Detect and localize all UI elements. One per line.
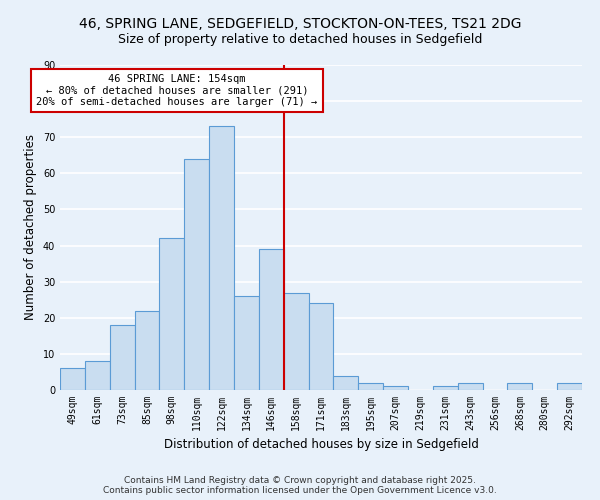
- X-axis label: Distribution of detached houses by size in Sedgefield: Distribution of detached houses by size …: [164, 438, 478, 452]
- Bar: [508, 383, 532, 390]
- Text: Size of property relative to detached houses in Sedgefield: Size of property relative to detached ho…: [118, 32, 482, 46]
- Bar: [383, 386, 408, 390]
- Bar: [557, 383, 582, 390]
- Bar: [85, 361, 110, 390]
- Bar: [334, 376, 358, 390]
- Text: 46 SPRING LANE: 154sqm
← 80% of detached houses are smaller (291)
20% of semi-de: 46 SPRING LANE: 154sqm ← 80% of detached…: [36, 74, 317, 107]
- Bar: [358, 383, 383, 390]
- Bar: [433, 386, 458, 390]
- Bar: [458, 383, 482, 390]
- Bar: [308, 304, 334, 390]
- Bar: [209, 126, 234, 390]
- Bar: [234, 296, 259, 390]
- Bar: [134, 310, 160, 390]
- Y-axis label: Number of detached properties: Number of detached properties: [24, 134, 37, 320]
- Bar: [184, 159, 209, 390]
- Bar: [110, 325, 134, 390]
- Bar: [60, 368, 85, 390]
- Bar: [284, 292, 308, 390]
- Text: 46, SPRING LANE, SEDGEFIELD, STOCKTON-ON-TEES, TS21 2DG: 46, SPRING LANE, SEDGEFIELD, STOCKTON-ON…: [79, 18, 521, 32]
- Bar: [160, 238, 184, 390]
- Text: Contains HM Land Registry data © Crown copyright and database right 2025.
Contai: Contains HM Land Registry data © Crown c…: [103, 476, 497, 495]
- Bar: [259, 249, 284, 390]
